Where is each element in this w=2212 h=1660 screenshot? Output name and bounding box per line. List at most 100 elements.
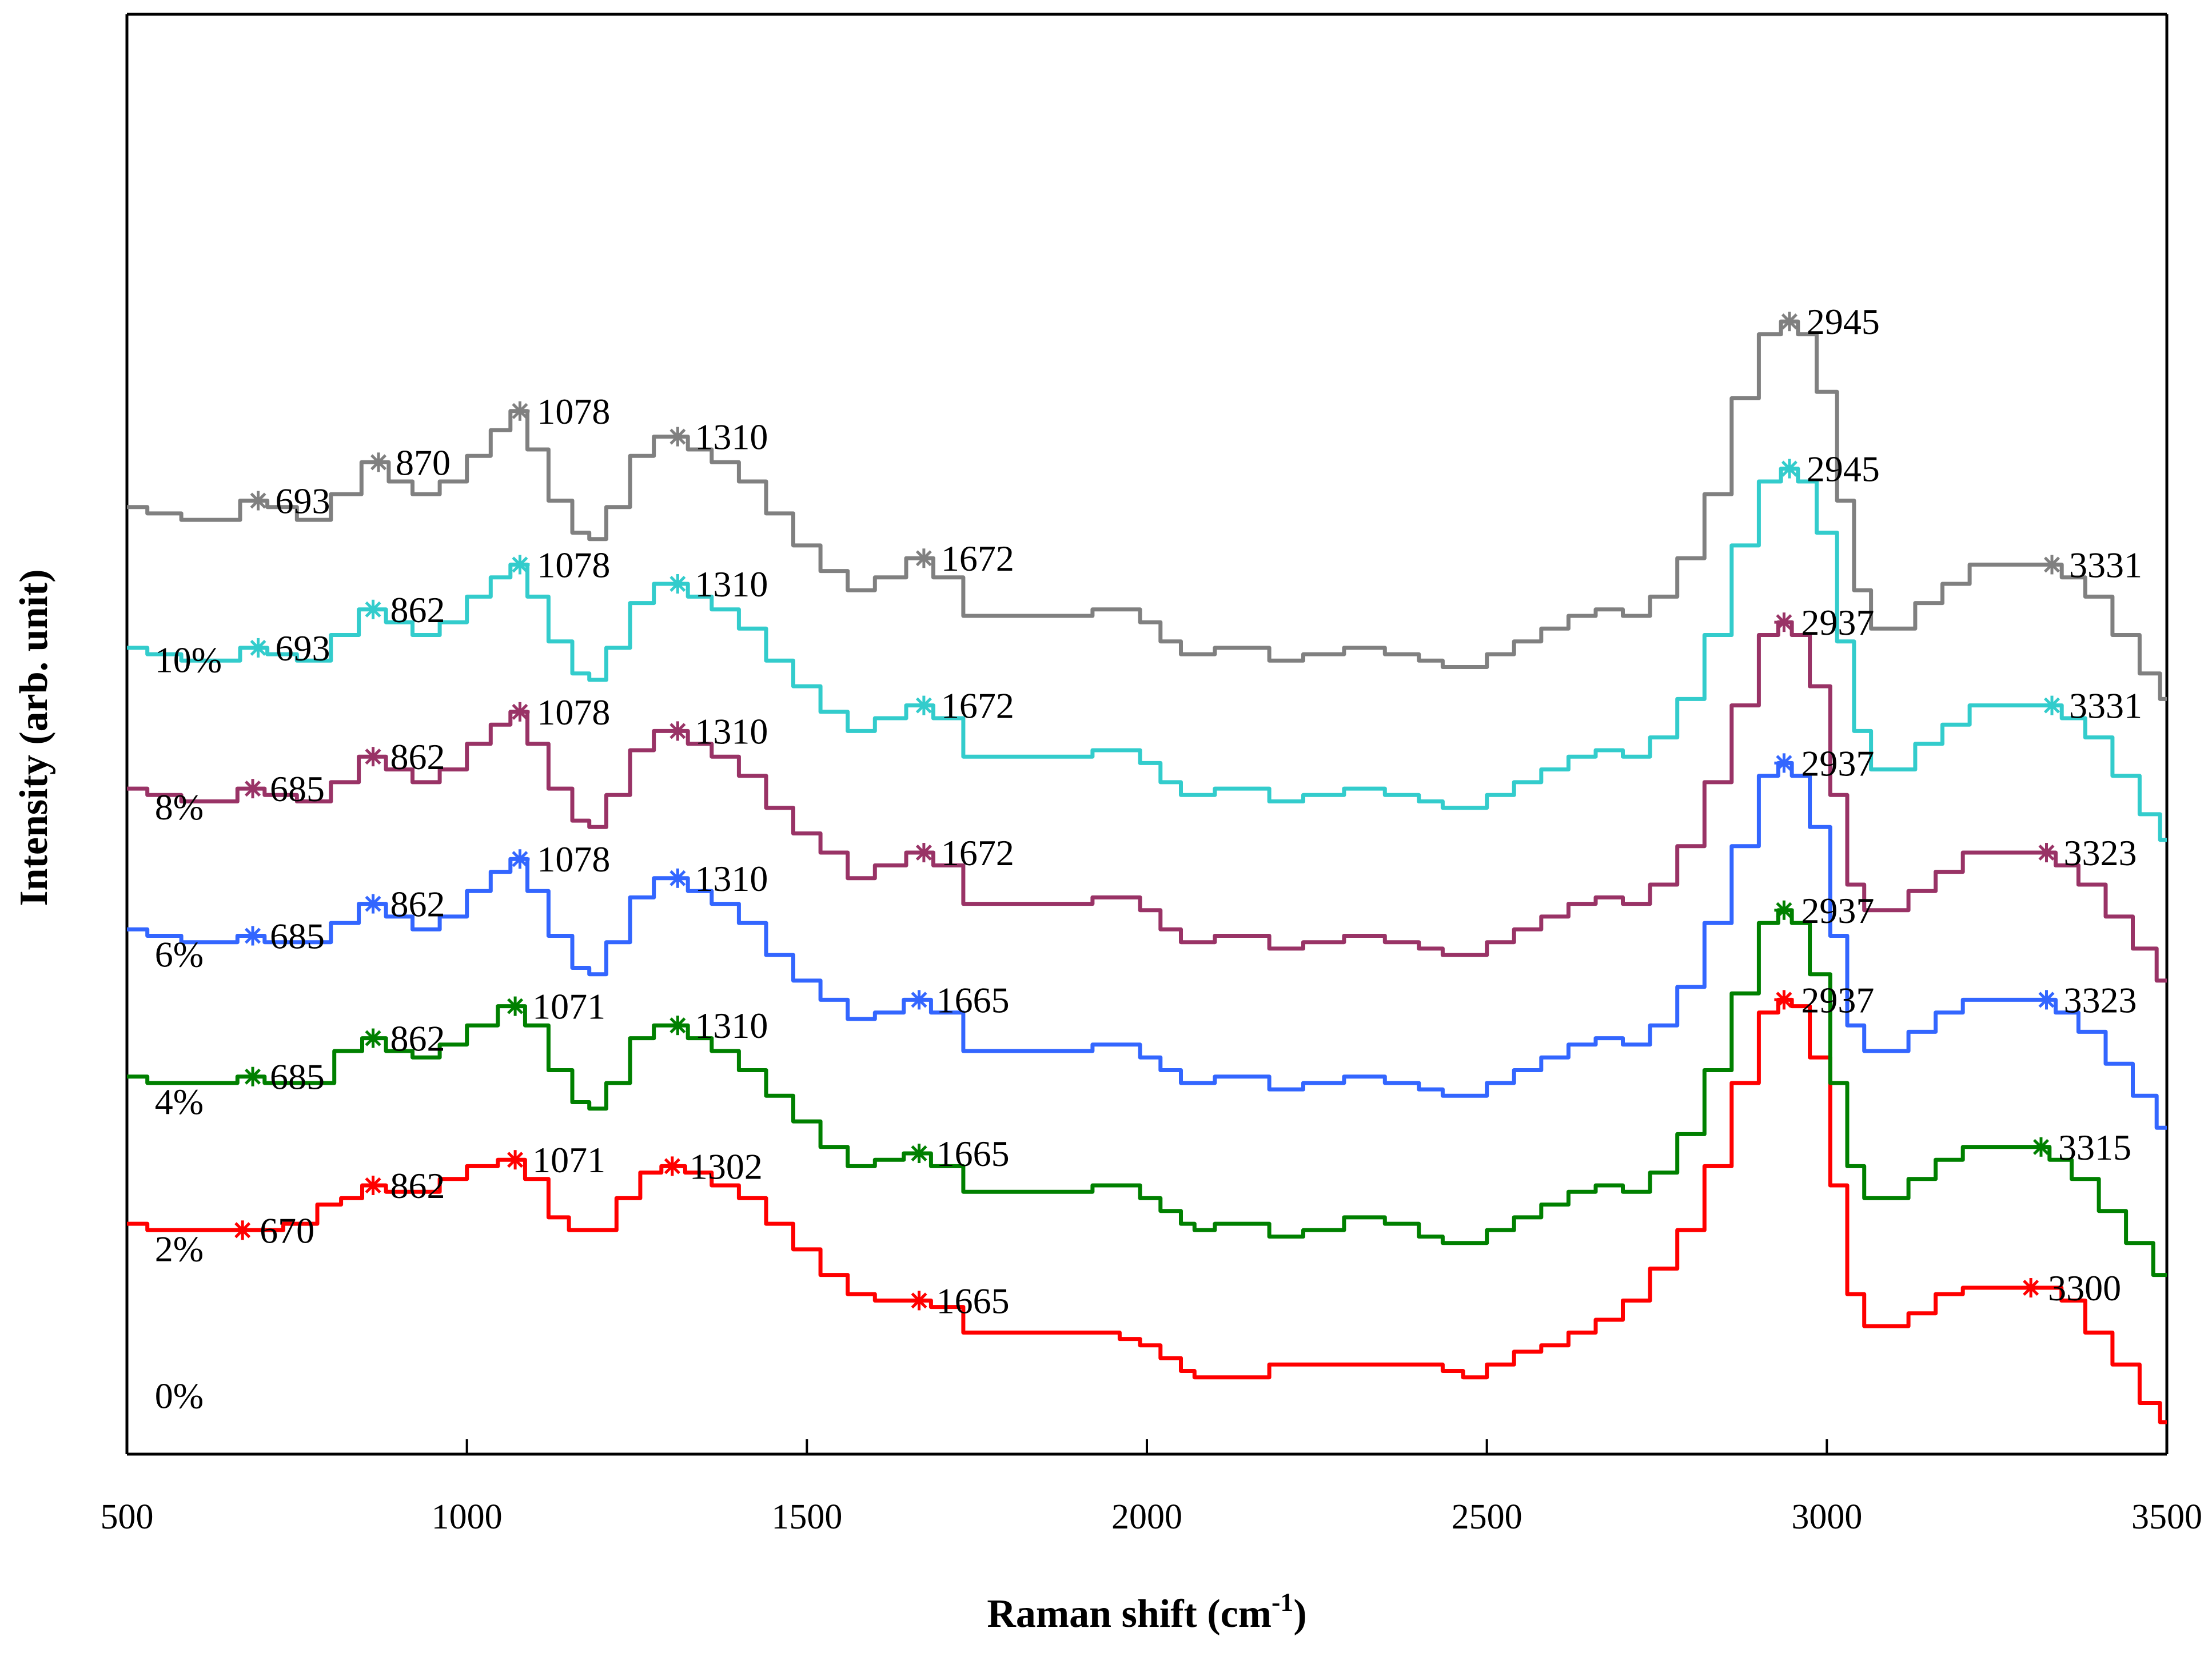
peak-label-0pct-1071: 1071 <box>532 1140 605 1180</box>
x-tick-label: 500 <box>101 1498 154 1536</box>
peak-marker-4pct-862 <box>363 894 383 914</box>
peak-label-2pct-1071: 1071 <box>532 986 605 1027</box>
series-line-0pct <box>127 997 2167 1424</box>
peak-label-10pct-693: 693 <box>276 481 330 522</box>
series-line-6pct <box>127 620 2167 983</box>
series-layer <box>127 312 2167 1424</box>
series-label-8pct: 8% <box>155 787 204 827</box>
labels-layer: 670 862 1071 1302 1665 2937 3300 0% 685 862 1071 13… <box>155 301 2142 1416</box>
peak-label-2pct-2937: 2937 <box>1801 890 1874 931</box>
peak-marker-2pct-685 <box>243 1066 263 1086</box>
peak-label-0pct-1302: 1302 <box>689 1146 763 1187</box>
peak-label-4pct-1665: 1665 <box>936 980 1010 1020</box>
x-tick-label: 1000 <box>432 1498 503 1536</box>
peak-label-6pct-862: 862 <box>390 737 445 777</box>
series-label-2pct: 2% <box>155 1228 204 1269</box>
series-label-0pct: 0% <box>155 1376 204 1416</box>
peak-label-0pct-3300: 3300 <box>2048 1268 2121 1308</box>
peak-label-10pct-1672: 1672 <box>941 538 1014 579</box>
series-line-8pct <box>127 467 2167 842</box>
peak-label-6pct-3323: 3323 <box>2063 833 2137 873</box>
peak-marker-10pct-870 <box>369 452 389 472</box>
peak-marker-10pct-693 <box>248 491 268 511</box>
peak-label-4pct-3323: 3323 <box>2063 980 2137 1020</box>
peak-label-10pct-1310: 1310 <box>695 417 768 457</box>
peak-label-8pct-1672: 1672 <box>941 686 1014 726</box>
series-2pct <box>127 900 2167 1277</box>
peak-marker-10pct-1078 <box>510 401 530 421</box>
peak-label-8pct-3331: 3331 <box>2069 686 2142 726</box>
peak-marker-0pct-862 <box>363 1175 383 1195</box>
peak-label-8pct-1078: 1078 <box>537 544 610 585</box>
peak-marker-4pct-1310 <box>668 868 688 888</box>
x-tick-label: 3000 <box>1791 1498 1862 1536</box>
peak-marker-2pct-3315 <box>2031 1137 2051 1157</box>
peak-marker-6pct-1310 <box>668 721 688 741</box>
peak-marker-2pct-2937 <box>1774 900 1794 920</box>
peak-label-10pct-2945: 2945 <box>1807 301 1880 342</box>
peak-marker-10pct-1672 <box>914 548 934 568</box>
peak-marker-6pct-862 <box>363 747 383 767</box>
series-6pct <box>127 612 2167 983</box>
peak-marker-0pct-3300 <box>2021 1278 2041 1298</box>
peak-marker-10pct-1310 <box>668 427 688 447</box>
peak-marker-10pct-2945 <box>1779 312 1799 332</box>
peak-label-2pct-685: 685 <box>270 1057 325 1097</box>
peak-marker-4pct-3323 <box>2036 990 2056 1010</box>
x-axis-title: Raman shift (cm-1) <box>987 1587 1306 1636</box>
x-axis-title-superscript: -1 <box>1272 1587 1293 1617</box>
peak-marker-8pct-1310 <box>668 574 688 594</box>
series-8pct <box>127 459 2167 842</box>
peak-label-10pct-1078: 1078 <box>537 391 610 432</box>
peak-label-6pct-1672: 1672 <box>941 833 1014 873</box>
peak-marker-6pct-2937 <box>1774 612 1794 632</box>
x-tick-label: 2500 <box>1452 1498 1523 1536</box>
peak-label-0pct-670: 670 <box>260 1210 314 1251</box>
peak-label-2pct-1310: 1310 <box>695 1005 768 1046</box>
series-line-10pct <box>127 319 2167 701</box>
peak-label-6pct-1078: 1078 <box>537 692 610 733</box>
peak-marker-4pct-2937 <box>1774 753 1794 773</box>
peak-label-4pct-1078: 1078 <box>537 839 610 879</box>
x-axis-title-close: ) <box>1293 1592 1306 1636</box>
peak-label-8pct-2945: 2945 <box>1807 449 1880 489</box>
peak-marker-6pct-685 <box>243 779 263 799</box>
peak-marker-2pct-1665 <box>909 1144 929 1164</box>
series-line-2pct <box>127 908 2167 1277</box>
peak-label-4pct-1310: 1310 <box>695 858 768 899</box>
peak-label-4pct-685: 685 <box>270 916 325 957</box>
peak-marker-2pct-1310 <box>668 1016 688 1036</box>
series-label-10pct: 10% <box>155 640 222 680</box>
x-tick-label: 2000 <box>1111 1498 1182 1536</box>
peak-label-6pct-2937: 2937 <box>1801 602 1874 643</box>
peak-label-2pct-3315: 3315 <box>2058 1127 2131 1168</box>
peak-marker-0pct-670 <box>233 1220 253 1240</box>
peak-marker-0pct-1071 <box>505 1150 525 1170</box>
peak-label-0pct-1665: 1665 <box>936 1280 1010 1321</box>
series-line-4pct <box>127 761 2167 1130</box>
y-axis-title: Intensity (arb. unit) <box>12 569 56 906</box>
peak-label-4pct-862: 862 <box>390 884 445 925</box>
series-label-6pct: 6% <box>155 934 204 974</box>
x-axis-ticks: 500 1000 1500 2000 2500 3000 3500 <box>101 1439 2202 1536</box>
series-10pct <box>127 312 2167 701</box>
peak-label-4pct-2937: 2937 <box>1801 743 1874 783</box>
series-4pct <box>127 753 2167 1130</box>
peak-marker-2pct-862 <box>363 1028 383 1048</box>
peak-marker-8pct-3331 <box>2042 695 2062 715</box>
peak-label-8pct-1310: 1310 <box>695 564 768 604</box>
peak-marker-4pct-1078 <box>510 849 530 869</box>
peak-marker-2pct-1071 <box>505 996 525 1016</box>
peak-marker-8pct-2945 <box>1779 459 1799 479</box>
peak-marker-10pct-3331 <box>2042 555 2062 575</box>
plot-area <box>125 13 2169 1456</box>
peak-label-0pct-862: 862 <box>390 1165 445 1206</box>
peak-label-6pct-685: 685 <box>270 769 325 809</box>
peak-label-6pct-1310: 1310 <box>695 711 768 751</box>
peak-marker-6pct-1672 <box>914 843 934 863</box>
peak-marker-8pct-1078 <box>510 555 530 575</box>
peak-label-2pct-862: 862 <box>390 1018 445 1059</box>
series-label-4pct: 4% <box>155 1081 204 1122</box>
series-0pct <box>127 990 2167 1424</box>
